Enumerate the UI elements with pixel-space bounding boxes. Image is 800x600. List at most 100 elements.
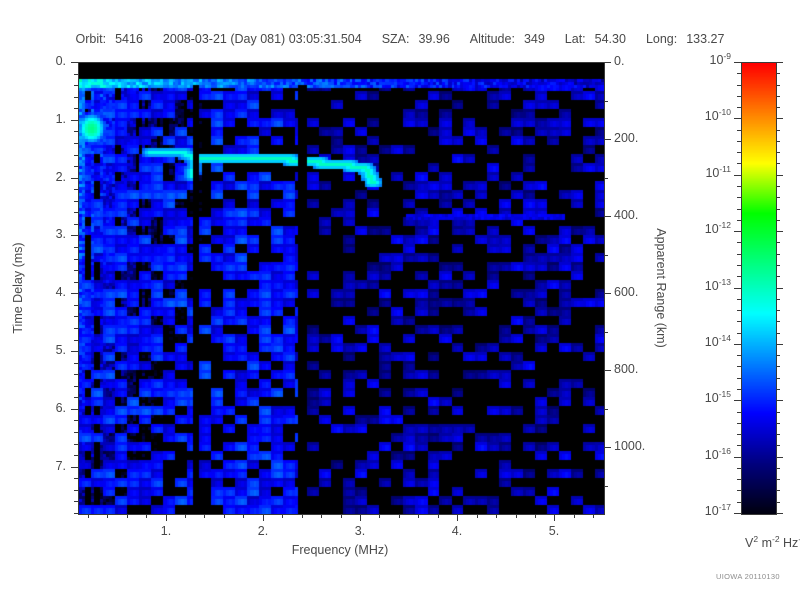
x-axis-title: Frequency (MHz) [291, 543, 389, 557]
header-field: Altitude: 349 [470, 32, 545, 46]
header-field-label: SZA: [381, 32, 410, 46]
y-axis-right-title: Apparent Range (km) [654, 228, 668, 348]
colorbar-tick [776, 175, 783, 176]
colorbar-minor-tick [737, 299, 741, 300]
units-base: Hz [783, 536, 799, 550]
x-axis-tick [457, 514, 458, 521]
colorbar-tick-label: 10-14 [679, 334, 731, 349]
colorbar-minor-tick [737, 310, 741, 311]
colorbar-minor-tick [737, 96, 741, 97]
y-axis-left-tick [71, 467, 78, 468]
y-axis-left-tick-label: 0. [55, 54, 66, 68]
y-axis-right-tick [604, 293, 611, 294]
colorbar-minor-tick [776, 378, 780, 379]
x-axis-minor-tick [224, 514, 225, 518]
y-axis-right-minor-tick [604, 178, 608, 179]
colorbar-tick [734, 175, 741, 176]
colorbar-minor-tick [737, 445, 741, 446]
y-axis-left-minor-tick [74, 513, 78, 514]
header-field-value: 2008-03-21 (Day 081) 03:05:31.504 [162, 32, 362, 46]
colorbar-minor-tick [737, 502, 741, 503]
y-axis-left-tick-label: 6. [55, 401, 66, 415]
y-axis-left-minor-tick [74, 74, 78, 75]
colorbar-tick-label: 10-10 [679, 108, 731, 123]
colorbar-minor-tick [737, 242, 741, 243]
colorbar-minor-tick [737, 355, 741, 356]
y-axis-left-tick [71, 178, 78, 179]
header-field-value: 349 [523, 32, 545, 46]
y-axis-left-tick-label: 4. [55, 285, 66, 299]
y-axis-right-tick-label: 200. [614, 131, 639, 145]
y-axis-left-minor-tick [74, 166, 78, 167]
y-axis-left-minor-tick [74, 247, 78, 248]
colorbar-minor-tick [737, 209, 741, 210]
colorbar-tick-mantissa: 10 [704, 109, 719, 123]
y-axis-left-minor-tick [74, 259, 78, 260]
colorbar-minor-tick [737, 423, 741, 424]
y-axis-right-tick-label: 600. [614, 285, 639, 299]
y-axis-left-tick [71, 293, 78, 294]
y-axis-left-minor-tick [74, 420, 78, 421]
y-axis-left-tick [71, 351, 78, 352]
x-axis-minor-tick [88, 514, 89, 518]
x-axis-minor-tick [418, 514, 419, 518]
colorbar-minor-tick [776, 355, 780, 356]
header-field-label: Lat: [564, 32, 586, 46]
colorbar-minor-tick [737, 490, 741, 491]
colorbar-minor-tick [737, 389, 741, 390]
x-axis-minor-tick [535, 514, 536, 518]
credit-label: UIOWA 20110130 [716, 572, 780, 581]
colorbar-tick-label: 10-17 [679, 503, 731, 518]
y-axis-left-minor-tick [74, 444, 78, 445]
header-field-label: Altitude: [469, 32, 515, 46]
x-axis-minor-tick [204, 514, 205, 518]
colorbar-minor-tick [776, 389, 780, 390]
colorbar-tick [734, 288, 741, 289]
colorbar-minor-tick [737, 479, 741, 480]
header-field-label: Orbit: [75, 32, 107, 46]
colorbar-tick [734, 118, 741, 119]
colorbar-tick-mantissa: 10 [704, 391, 719, 405]
colorbar-tick-mantissa: 10 [704, 504, 719, 518]
colorbar-minor-tick [776, 479, 780, 480]
y-axis-left-minor-tick [74, 155, 78, 156]
colorbar-tick [776, 513, 783, 514]
units-exponent: 2 [753, 533, 759, 544]
x-axis-minor-tick [593, 514, 594, 518]
colorbar-tick-exponent: -11 [719, 163, 731, 174]
x-axis-minor-tick [477, 514, 478, 518]
colorbar-minor-tick [737, 265, 741, 266]
colorbar-tick-exponent: -15 [718, 388, 731, 399]
colorbar-tick-label: 10-15 [679, 388, 731, 405]
colorbar-minor-tick [737, 197, 741, 198]
x-axis-tick [263, 514, 264, 521]
y-axis-left-minor-tick [74, 328, 78, 329]
y-axis-left-minor-tick [74, 432, 78, 433]
spectrogram-image [79, 63, 604, 514]
colorbar-tick-label: 10-11 [679, 163, 731, 180]
colorbar-minor-tick [776, 242, 780, 243]
y-axis-left-tick [71, 62, 78, 63]
colorbar-minor-tick [737, 366, 741, 367]
colorbar-minor-tick [776, 73, 780, 74]
x-axis-minor-tick [127, 514, 128, 518]
y-axis-right-tick [604, 62, 611, 63]
y-axis-left-tick [71, 409, 78, 410]
x-axis-tick-label: 3. [354, 524, 366, 538]
y-axis-right-tick [604, 370, 611, 371]
colorbar-tick [776, 231, 783, 232]
colorbar-gradient [742, 63, 776, 514]
x-axis-minor-tick [341, 514, 342, 518]
colorbar-minor-tick [776, 276, 780, 277]
x-axis-minor-tick [438, 514, 439, 518]
y-axis-right-minor-tick [604, 255, 608, 256]
units-base: V [745, 536, 754, 550]
y-axis-left-tick-label: 5. [55, 343, 66, 357]
x-axis-minor-tick [321, 514, 322, 518]
x-axis-minor-tick [399, 514, 400, 518]
colorbar-minor-tick [776, 130, 780, 131]
header-field: Lat: 54.30 [565, 32, 626, 46]
colorbar-tick-label: 10-12 [679, 221, 731, 236]
x-axis-minor-tick [496, 514, 497, 518]
colorbar-minor-tick [776, 490, 780, 491]
